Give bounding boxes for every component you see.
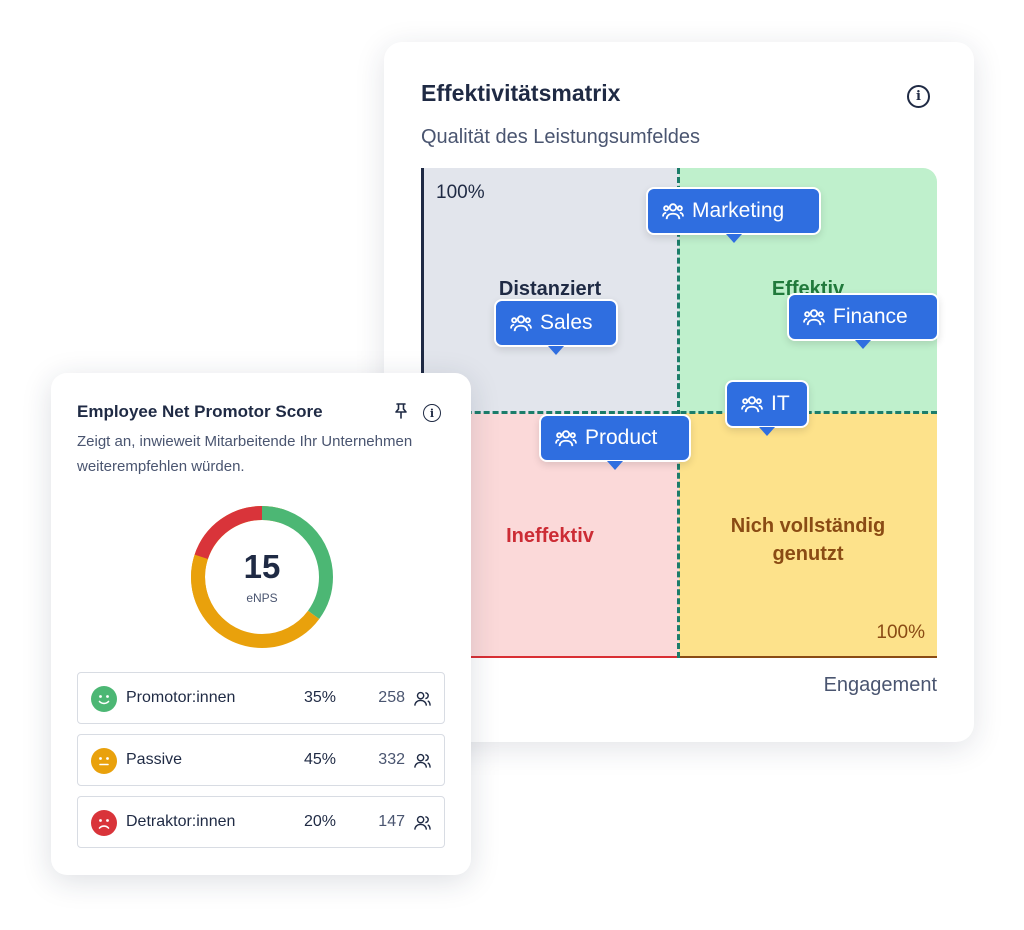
y-axis-line bbox=[421, 168, 424, 413]
row-label: Detraktor:innen bbox=[126, 813, 236, 830]
enps-card: Employee Net Promotor Score i Zeigt an, … bbox=[51, 373, 471, 875]
team-tag-label: IT bbox=[771, 392, 790, 415]
row-count: 258 bbox=[378, 689, 405, 706]
people-icon bbox=[414, 815, 431, 830]
enps-donut-chart bbox=[191, 506, 333, 648]
team-icon bbox=[741, 396, 763, 413]
quadrant-nicht-vollstaendig-genutzt bbox=[679, 413, 937, 658]
row-label: Passive bbox=[126, 751, 183, 768]
team-icon bbox=[555, 430, 577, 447]
team-tag-label: Product bbox=[585, 426, 658, 449]
row-percent: 45% bbox=[304, 751, 337, 768]
effectiveness-matrix-card: Effektivitätsmatrix i Qualität des Leist… bbox=[384, 42, 974, 742]
row-percent: 35% bbox=[304, 689, 337, 706]
row-count: 332 bbox=[378, 751, 405, 768]
pin-icon[interactable] bbox=[392, 402, 410, 420]
team-tag-product[interactable]: Product bbox=[539, 414, 691, 470]
quadrant-label-ineffektiv: Ineffektiv bbox=[506, 525, 594, 547]
row-label: Promotor:innen bbox=[126, 689, 236, 706]
info-icon[interactable]: i bbox=[423, 404, 441, 422]
team-tag-it[interactable]: IT bbox=[725, 380, 809, 436]
smile-face-icon bbox=[91, 686, 117, 712]
quadrant-distanziert bbox=[421, 168, 679, 413]
neutral-face-icon bbox=[91, 748, 117, 774]
enps-title: Employee Net Promotor Score bbox=[77, 402, 323, 421]
enps-row-promotors: Promotor:innen 35% 258 bbox=[77, 672, 445, 724]
people-icon bbox=[414, 753, 431, 768]
enps-row-passive: Passive 45% 332 bbox=[77, 734, 445, 786]
x-axis-line-right bbox=[679, 656, 937, 658]
vertical-divider bbox=[677, 168, 680, 658]
frown-face-icon bbox=[91, 810, 117, 836]
enps-row-detractors: Detraktor:innen 20% 147 bbox=[77, 796, 445, 848]
team-icon bbox=[510, 315, 532, 332]
quadrant-label-line: Nich vollständig bbox=[730, 515, 886, 537]
team-tag-label: Marketing bbox=[692, 199, 785, 222]
team-tag-finance[interactable]: Finance bbox=[787, 293, 939, 349]
row-count: 147 bbox=[378, 813, 405, 830]
team-tag-label: Sales bbox=[540, 311, 593, 334]
x-axis-max-label: 100% bbox=[876, 622, 925, 643]
enps-score: 15 bbox=[243, 548, 281, 585]
x-axis-line-left bbox=[421, 656, 679, 658]
team-icon bbox=[662, 203, 684, 220]
enps-score-label: eNPS bbox=[246, 591, 278, 605]
info-icon[interactable]: i bbox=[907, 85, 930, 108]
matrix-x-axis-label: Engagement bbox=[823, 674, 937, 696]
donut-segment-detractors bbox=[191, 506, 333, 648]
y-axis-max-label: 100% bbox=[436, 182, 485, 203]
quadrant-label-line: genutzt bbox=[772, 543, 844, 565]
team-tag-sales[interactable]: Sales bbox=[494, 299, 618, 355]
team-tag-label: Finance bbox=[833, 305, 908, 328]
donut-segment-passive-arc bbox=[191, 506, 333, 648]
enps-description: Zeigt an, inwieweit Mitarbeitende Ihr Un… bbox=[77, 433, 413, 475]
matrix-title: Effektivitätsmatrix bbox=[421, 80, 621, 106]
matrix-y-axis-label: Qualität des Leistungsumfeldes bbox=[421, 126, 701, 148]
team-tag-marketing[interactable]: Marketing bbox=[646, 187, 821, 243]
row-percent: 20% bbox=[304, 813, 337, 830]
quadrant-label-nich-vollstaendig: Nich vollständig genutzt bbox=[679, 512, 937, 568]
matrix-grid: 100% 100% Distanziert Effektiv Ineffekti… bbox=[421, 168, 937, 658]
quadrant-label-distanziert: Distanziert bbox=[498, 278, 602, 300]
team-icon bbox=[803, 309, 825, 326]
people-icon bbox=[414, 691, 431, 706]
